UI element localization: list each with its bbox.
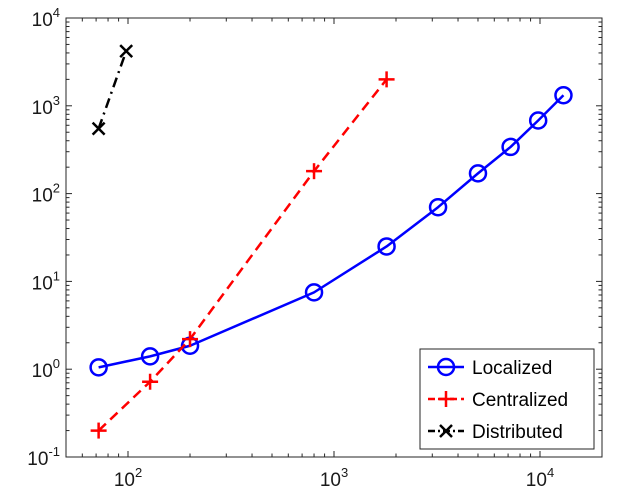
legend-item-centralized: Centralized — [428, 390, 568, 411]
plus-marker — [182, 331, 199, 348]
plot-area — [66, 18, 602, 457]
x-tick-label: 102 — [114, 465, 142, 491]
circle-marker — [89, 358, 108, 377]
plus-marker — [378, 71, 395, 88]
legend: Localized Centralized Distributed — [419, 348, 595, 450]
y-tick-label: 104 — [32, 5, 60, 31]
x-marker — [439, 424, 453, 438]
series-localized — [89, 85, 573, 377]
plus-marker — [306, 163, 323, 180]
series-line — [98, 94, 565, 369]
series-centralized — [90, 71, 395, 439]
y-tick-label: 101 — [32, 268, 60, 294]
circle-marker — [304, 283, 324, 302]
plus-marker — [90, 422, 107, 439]
circle-marker — [140, 347, 160, 366]
x-marker — [91, 121, 106, 136]
y-tick-label: 102 — [32, 181, 60, 207]
x-tick-label: 104 — [526, 465, 554, 491]
circle-marker — [528, 111, 548, 130]
y-tick-label: 10-1 — [27, 444, 60, 470]
circle-marker — [468, 164, 488, 183]
y-tick-label: 103 — [32, 93, 60, 119]
legend-item-localized: Localized — [428, 357, 552, 379]
circle-marker — [428, 197, 448, 217]
plus-marker — [438, 391, 454, 407]
legend-label: Distributed — [472, 422, 563, 443]
circle-marker — [554, 85, 573, 105]
x-marker — [119, 44, 134, 58]
series-line — [97, 50, 128, 130]
plus-marker — [142, 373, 159, 390]
x-tick-label: 103 — [320, 465, 348, 491]
legend-item-distributed: Distributed — [428, 422, 563, 443]
axes: 102 103 104 10-1 100 101 102 103 104 — [27, 5, 603, 491]
y-tick-label: 100 — [32, 356, 60, 382]
legend-label: Localized — [472, 358, 552, 379]
circle-marker — [377, 237, 396, 256]
circle-marker — [436, 357, 456, 377]
legend-label: Centralized — [472, 390, 568, 411]
circle-marker — [501, 137, 520, 157]
series-distributed — [91, 44, 134, 136]
